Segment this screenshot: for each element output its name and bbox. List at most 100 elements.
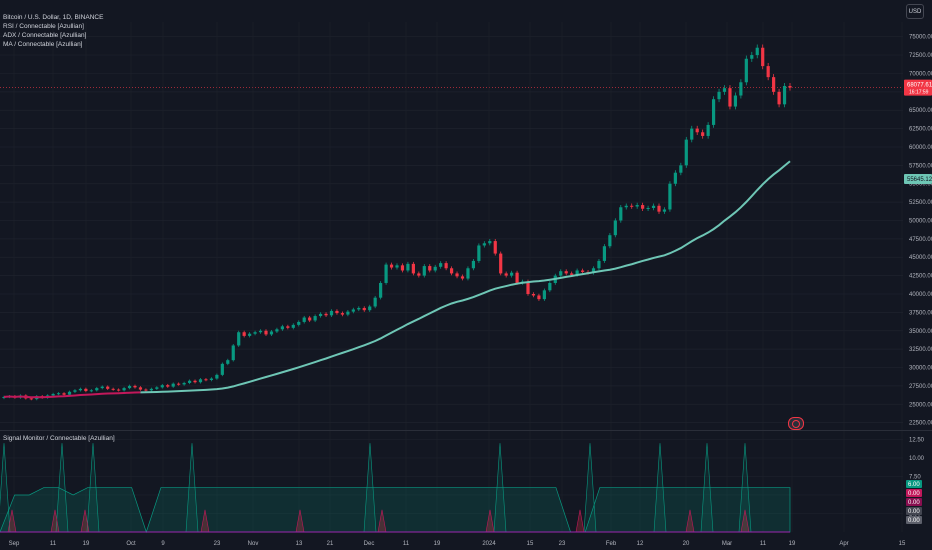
candle-body (106, 386, 110, 389)
candle-body (155, 387, 159, 389)
candle-body (368, 306, 372, 311)
indicator-value-label: 0.00 (908, 518, 920, 524)
candle-body (482, 243, 486, 246)
candle-body (772, 77, 776, 92)
candle-body (466, 268, 470, 279)
candle-body (56, 393, 61, 395)
price-tick-label: 55000.00 (909, 182, 932, 188)
candle-body (504, 273, 508, 276)
candle-body (493, 241, 497, 254)
candle-body (411, 263, 415, 274)
price-tick-label: 22500.00 (909, 421, 932, 427)
price-tick-label: 25000.00 (909, 402, 932, 408)
signal-sell-spike (7, 509, 17, 533)
candle-body (389, 264, 394, 268)
indicator-value-badge (906, 498, 922, 506)
moving-average-line (140, 160, 791, 394)
indicator-tick-label: 10.00 (909, 456, 925, 462)
time-tick-label: 19 (83, 541, 90, 547)
indicator-rsi-label[interactable]: RSI / Connectable [Azullian] (3, 23, 84, 30)
time-tick-label: 11 (760, 541, 767, 547)
indicator-value-badge (906, 507, 922, 515)
signal-monitor-title[interactable]: Signal Monitor / Connectable [Azullian] (3, 435, 115, 442)
candle-body (422, 266, 426, 276)
candle-body (695, 128, 699, 133)
candle-body (89, 390, 93, 392)
candle-body (537, 295, 541, 300)
candle-body (84, 388, 88, 392)
candle-body (449, 268, 454, 274)
price-tick-label: 35000.00 (909, 329, 932, 335)
signal-spike (55, 443, 69, 533)
candle-body (149, 388, 153, 391)
time-tick-label: 11 (403, 541, 410, 547)
candle-body (788, 85, 792, 88)
candle-body (575, 270, 579, 275)
candle-body (766, 66, 770, 78)
candle-body (619, 207, 623, 221)
candle-body (684, 139, 688, 166)
candle-body (750, 55, 754, 59)
candle-body (204, 379, 208, 381)
candle-body (2, 396, 6, 399)
time-tick-label: 20 (683, 541, 690, 547)
time-tick-label: Nov (248, 541, 259, 547)
candle-body (226, 360, 230, 364)
candle-body (384, 264, 388, 283)
price-tick-label: 30000.00 (909, 366, 932, 372)
candle-body (706, 124, 710, 136)
price-tick-label: 52500.00 (909, 200, 932, 206)
candle-body (531, 294, 536, 296)
candle-body (379, 282, 383, 298)
signal-sell-spike (200, 509, 210, 533)
time-tick-label: 19 (434, 541, 441, 547)
symbol-title[interactable]: Bitcoin / U.S. Dollar, 1D, BINANCE (3, 14, 104, 21)
indicator-ma-label[interactable]: MA / Connectable [Azullian] (3, 41, 83, 48)
candle-body (477, 245, 481, 261)
candle-body (324, 313, 328, 316)
candle-body (559, 271, 563, 276)
candle-body (264, 330, 268, 335)
candle-body (280, 326, 284, 330)
candle-body (220, 363, 224, 375)
candle-body (133, 385, 137, 388)
candle-body (242, 332, 246, 336)
candle-body (510, 272, 514, 276)
candle-body (761, 47, 765, 67)
price-axis[interactable]: 75000.0072500.0070000.0067500.0065000.00… (904, 35, 932, 427)
go-to-realtime-button[interactable] (788, 417, 804, 430)
candle-body (488, 241, 492, 244)
price-tick-label: 72500.00 (909, 53, 932, 59)
signal-spike (700, 443, 714, 533)
candle-body (111, 388, 115, 390)
time-tick-label: 15 (527, 541, 534, 547)
candle-body (782, 85, 787, 105)
candle-body (95, 388, 99, 391)
candle-body (657, 205, 661, 212)
candle-body (187, 380, 192, 383)
candle-body (62, 393, 66, 395)
indicator-axis[interactable]: 12.5010.007.505.002.506.000.000.000.000.… (906, 437, 925, 524)
price-tick-label: 42500.00 (909, 274, 932, 280)
candle-body (198, 379, 203, 383)
candle-body (67, 391, 72, 395)
indicator-adx-label[interactable]: ADX / Connectable [Azullian] (3, 32, 87, 39)
candle-body (166, 385, 170, 387)
signal-sell-spike (80, 509, 90, 533)
candle-body (717, 91, 721, 100)
indicator-value-label: 6.00 (908, 482, 920, 488)
candle-body (755, 47, 759, 56)
candle-body (29, 398, 33, 400)
candle-body (722, 88, 727, 92)
time-tick-label: Apr (839, 541, 848, 547)
time-tick-label: 23 (214, 541, 221, 547)
currency-button[interactable]: USD (906, 4, 924, 19)
candle-body (144, 389, 148, 391)
time-tick-label: 9 (161, 541, 165, 547)
candle-body (591, 268, 596, 273)
candle-body (548, 282, 552, 291)
time-tick-label: 23 (559, 541, 566, 547)
candle-body (297, 321, 301, 325)
time-axis[interactable]: Sep 11 19 Oct 9 23 Nov 13 21 Dec 11 19 2024 15 23 Feb 12… (9, 541, 906, 547)
